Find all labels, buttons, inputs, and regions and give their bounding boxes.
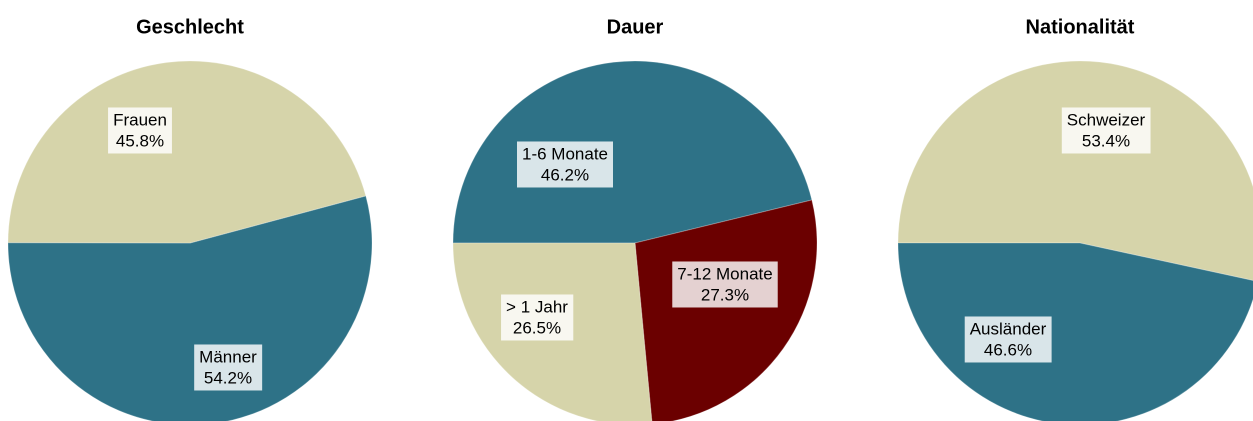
label-value: 46.2% [541, 165, 589, 184]
data-label: 1-6 Monate 46.2% [517, 141, 613, 188]
data-label: > 1 Jahr 26.5% [501, 294, 574, 341]
data-label: Männer 54.2% [194, 344, 263, 391]
label-box [964, 316, 1052, 363]
label-category: Frauen [113, 110, 167, 129]
label-category: 7-12 Monate [677, 264, 772, 283]
label-box [517, 141, 613, 188]
pie-slice [7, 60, 367, 244]
pie-slice [897, 60, 1253, 282]
data-label: 7-12 Monate 27.3% [672, 261, 778, 308]
label-value: 45.8% [116, 131, 164, 150]
pie-slice [7, 195, 373, 421]
label-category: Ausländer [970, 319, 1047, 338]
label-category: > 1 Jahr [506, 297, 568, 316]
label-value: 26.5% [513, 318, 561, 337]
label-box [194, 344, 263, 391]
label-value: 46.6% [984, 340, 1032, 359]
label-value: 27.3% [701, 285, 749, 304]
label-category: Männer [199, 347, 257, 366]
pie-slice [634, 199, 818, 421]
label-box [1061, 107, 1151, 154]
label-box [672, 261, 778, 308]
label-box [501, 294, 574, 341]
chart-title: Geschlecht [136, 16, 244, 38]
chart-title: Dauer [607, 16, 664, 38]
data-label: Schweizer 53.4% [1061, 107, 1151, 154]
label-category: Schweizer [1067, 110, 1146, 129]
chart-title: Nationalität [1026, 16, 1135, 38]
label-category: 1-6 Monate [522, 144, 608, 163]
data-label: Frauen 45.8% [108, 107, 172, 154]
label-value: 53.4% [1082, 131, 1130, 150]
label-box [108, 107, 172, 154]
pie-slice [897, 242, 1253, 421]
pie-slice [452, 60, 813, 244]
data-label: Ausländer 46.6% [964, 316, 1052, 363]
label-value: 54.2% [204, 368, 252, 387]
